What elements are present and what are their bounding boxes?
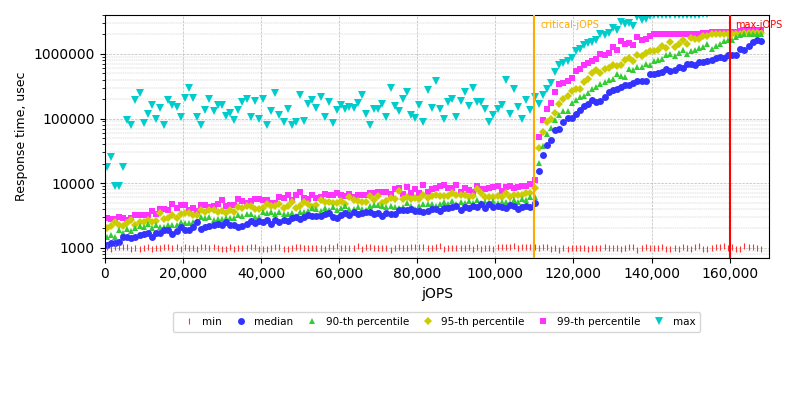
90-th percentile [291,214,301,218]
99-th percentile [530,178,539,183]
90-th percentile [727,38,737,42]
max [641,17,650,22]
max [530,94,539,99]
Y-axis label: Response time, usec: Response time, usec [15,72,28,201]
95-th percentile [234,205,243,210]
Line: 99-th percentile: 99-th percentile [104,28,764,223]
90-th percentile [468,200,478,205]
median [464,206,474,211]
90-th percentile [641,62,650,66]
99-th percentile [102,215,111,220]
median [526,205,535,210]
min [756,247,766,252]
95-th percentile [102,226,111,230]
min [468,246,478,251]
Line: max: max [102,7,765,190]
median [756,38,766,43]
Line: median: median [103,36,765,248]
min [102,245,111,250]
99-th percentile [727,29,737,34]
95-th percentile [723,32,733,37]
median [102,242,111,247]
min [731,247,741,252]
min [353,243,362,248]
99-th percentile [468,190,478,194]
90-th percentile [238,213,247,218]
Legend: min, median, 90-th percentile, 95-th percentile, 99-th percentile, max: min, median, 90-th percentile, 95-th per… [173,312,700,332]
95-th percentile [287,200,297,205]
90-th percentile [740,32,750,37]
median [234,224,243,229]
min [645,246,654,250]
99-th percentile [291,192,301,197]
max [238,99,247,104]
median [723,52,733,57]
Line: 95-th percentile: 95-th percentile [104,30,764,231]
99-th percentile [238,198,247,203]
Line: 90-th percentile: 90-th percentile [103,31,765,240]
95-th percentile [464,194,474,199]
99-th percentile [122,218,132,223]
95-th percentile [637,54,646,59]
95-th percentile [756,31,766,36]
median [637,79,646,84]
99-th percentile [740,28,750,33]
max [110,184,120,188]
min [287,246,297,250]
90-th percentile [756,32,766,37]
Line: min: min [104,243,764,253]
min [554,248,564,252]
max [102,164,111,169]
95-th percentile [526,190,535,195]
min [530,244,539,249]
95-th percentile [740,31,750,36]
90-th percentile [110,235,120,240]
max [468,85,478,90]
max [740,8,750,13]
Text: max-jOPS: max-jOPS [735,20,782,30]
min [234,246,243,250]
X-axis label: jOPS: jOPS [421,287,453,301]
90-th percentile [530,195,539,200]
median [287,215,297,220]
max [291,120,301,124]
Text: critical-jOPS: critical-jOPS [540,20,599,30]
90-th percentile [102,234,111,239]
99-th percentile [641,36,650,41]
median [752,38,762,42]
max [756,8,766,13]
max [727,10,737,15]
99-th percentile [756,28,766,33]
